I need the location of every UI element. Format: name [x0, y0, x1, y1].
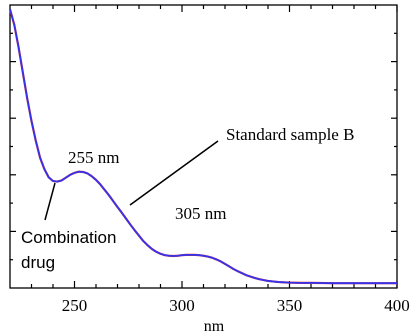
- x-axis-label: nm: [204, 318, 225, 334]
- combination-drug-leader: [44, 182, 56, 221]
- x-tick-labels: 250 300 350 400: [62, 296, 410, 315]
- series-group: [8, 8, 397, 285]
- combination-drug-label-line2: drug: [21, 253, 55, 272]
- x-tick-label: 250: [62, 296, 88, 315]
- peak-label-305: 305 nm: [175, 204, 226, 223]
- x-tick-label: 300: [169, 296, 195, 315]
- peak-label-255: 255 nm: [68, 148, 119, 167]
- x-tick-label: 400: [384, 296, 410, 315]
- series-line-standard-sample-b: [9, 9, 397, 285]
- axis-ticks: [10, 5, 398, 288]
- x-tick-label: 350: [277, 296, 303, 315]
- standard-sample-leader: [129, 140, 219, 206]
- standard-sample-label: Standard sample B: [226, 125, 354, 144]
- combination-drug-label-line1: Combination: [21, 228, 116, 247]
